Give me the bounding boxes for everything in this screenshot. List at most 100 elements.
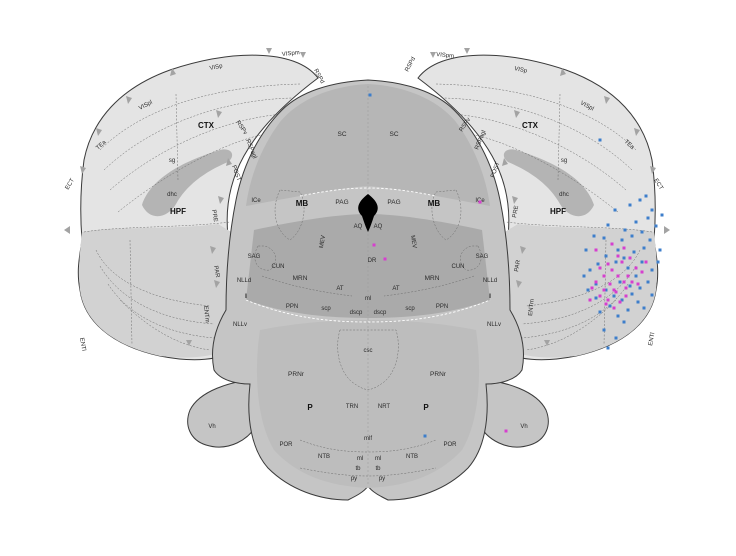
magenta-marker xyxy=(588,298,592,302)
blue-marker-group xyxy=(368,93,664,438)
right-hpf-core xyxy=(503,149,594,217)
label-py-left: py xyxy=(351,476,357,482)
blue-marker xyxy=(584,248,588,252)
blue-marker xyxy=(642,306,646,310)
blue-marker xyxy=(604,254,608,258)
label-ico-left: ICe xyxy=(251,198,261,204)
blue-marker xyxy=(594,296,598,300)
magenta-marker-group xyxy=(372,200,648,433)
left-hpf-core xyxy=(142,149,233,217)
label-ntb-right: NTB xyxy=(406,454,418,460)
magenta-marker xyxy=(594,248,598,252)
label-left-ctx: CTX xyxy=(198,121,215,130)
blue-marker xyxy=(656,260,660,264)
blue-marker xyxy=(586,288,590,292)
label-vispm-left: VISpm xyxy=(282,50,301,58)
blue-marker xyxy=(660,213,664,217)
magenta-marker xyxy=(598,294,602,298)
label-sg-left: sg xyxy=(169,158,175,164)
magenta-marker xyxy=(634,266,638,270)
magenta-marker xyxy=(626,274,630,278)
magenta-marker xyxy=(604,302,608,306)
magenta-marker xyxy=(618,300,622,304)
blue-marker xyxy=(598,310,602,314)
label-left-p: P xyxy=(307,403,313,412)
magenta-marker xyxy=(594,280,598,284)
label-nllv-right: NLLv xyxy=(487,322,501,328)
label-dscp-right: dscp xyxy=(374,310,387,316)
midbrain-region xyxy=(246,84,490,206)
label-left-hpf: HPF xyxy=(170,207,186,216)
label-pre-right: PRE xyxy=(512,205,520,218)
label-entl-left: ENTl xyxy=(78,337,86,351)
label-right-ctx: CTX xyxy=(522,121,539,130)
label-mev-left: MEV xyxy=(319,235,327,249)
blue-marker xyxy=(628,203,632,207)
label-aq-left: AQ xyxy=(354,224,363,230)
blue-marker xyxy=(634,220,638,224)
label-csc: csc xyxy=(364,348,373,354)
boundary-ticks xyxy=(64,48,670,346)
magenta-marker xyxy=(478,200,482,204)
label-postr-left: POST xyxy=(230,165,241,183)
label-postr-right: POST xyxy=(490,161,501,179)
blue-marker xyxy=(606,223,610,227)
label-ml-left: ml xyxy=(357,456,363,462)
blue-marker xyxy=(596,262,600,266)
label-nrt: NRT xyxy=(378,404,391,410)
label-prnr-right: PRNr xyxy=(430,371,447,378)
label-nll-left: NLLd xyxy=(237,278,251,284)
label-ml-mid: ml xyxy=(365,296,371,302)
label-py-right: py xyxy=(379,476,385,482)
blue-marker xyxy=(622,256,626,260)
label-rspd-right: RSPd xyxy=(404,56,417,73)
blue-marker xyxy=(602,236,606,240)
magenta-marker xyxy=(606,262,610,266)
magenta-marker xyxy=(622,246,626,250)
label-dscp-left: dscp xyxy=(350,310,363,316)
blue-marker xyxy=(626,308,630,312)
blue-marker xyxy=(628,284,632,288)
label-pag-right: PAG xyxy=(387,199,400,206)
label-par-right: PAR xyxy=(514,259,522,272)
label-right-p: P xyxy=(423,403,429,412)
label-ll-left: ll xyxy=(245,294,248,300)
left-lateral-lobe xyxy=(187,379,259,448)
magenta-marker xyxy=(644,260,648,264)
blue-marker xyxy=(618,280,622,284)
label-vh-left: Vh xyxy=(208,424,215,430)
blue-marker xyxy=(602,328,606,332)
blue-marker xyxy=(650,293,654,297)
magenta-marker xyxy=(608,282,612,286)
blue-marker xyxy=(604,288,608,292)
blue-marker xyxy=(626,266,630,270)
label-left-mb: MB xyxy=(296,199,309,208)
label-ppn-left: PPN xyxy=(286,304,298,310)
blue-marker xyxy=(592,234,596,238)
magenta-marker xyxy=(610,242,614,246)
label-scp-left: scp xyxy=(321,306,331,312)
magenta-marker xyxy=(602,288,606,292)
label-visp-left: VISp xyxy=(209,63,224,72)
blue-marker xyxy=(634,274,638,278)
label-nll-right: NLLd xyxy=(483,278,497,284)
label-dhc-left: dhc xyxy=(167,192,177,198)
blue-marker xyxy=(613,208,617,212)
blue-marker xyxy=(582,274,586,278)
label-right-mb: MB xyxy=(428,199,441,208)
region-labels: CTX CTX HPF HPF MB MB P P xyxy=(170,121,566,412)
label-sag-left: SAG xyxy=(248,254,261,260)
blue-marker xyxy=(648,238,652,242)
magenta-marker xyxy=(636,282,640,286)
label-pag-left: PAG xyxy=(335,199,348,206)
magenta-marker xyxy=(383,257,387,261)
blue-marker xyxy=(632,250,636,254)
blue-marker xyxy=(650,268,654,272)
label-entm-left: ENTm xyxy=(202,306,210,324)
magenta-marker xyxy=(598,266,602,270)
blue-marker xyxy=(638,286,642,290)
label-tb-left: tb xyxy=(355,466,361,472)
blue-marker xyxy=(620,238,624,242)
